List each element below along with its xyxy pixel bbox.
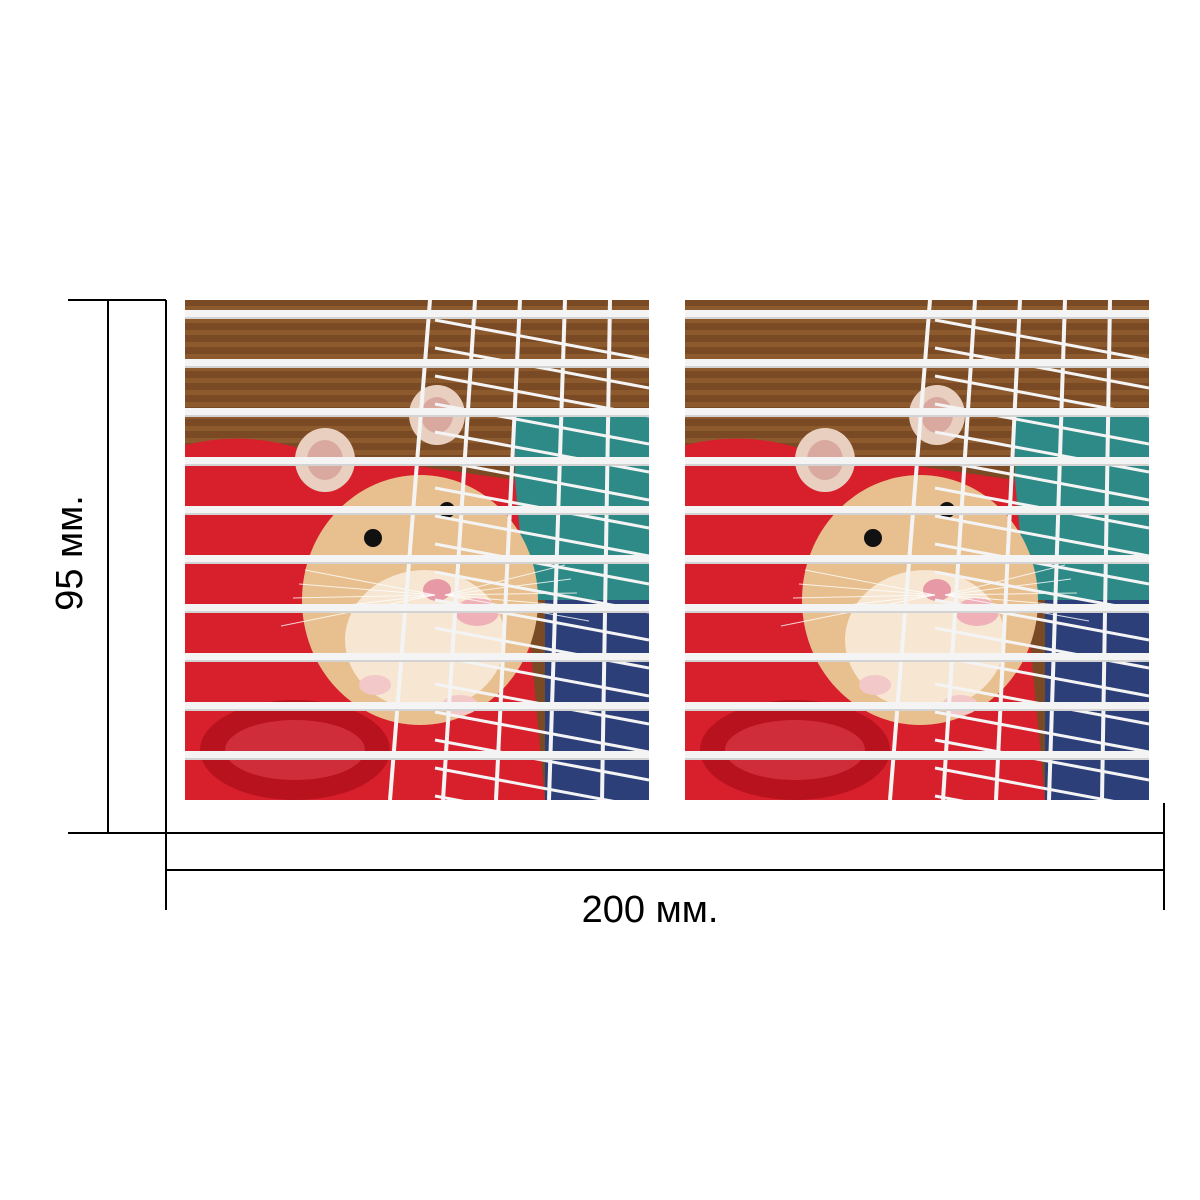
photo-panel-left — [185, 300, 649, 800]
hamster-in-cage-photo — [185, 300, 649, 800]
width-dimension-label: 200 мм. — [581, 889, 719, 931]
hamster-in-cage-photo — [685, 300, 1149, 800]
height-dimension-label: 95 мм. — [49, 495, 91, 611]
photo-panel-right — [685, 300, 1149, 800]
